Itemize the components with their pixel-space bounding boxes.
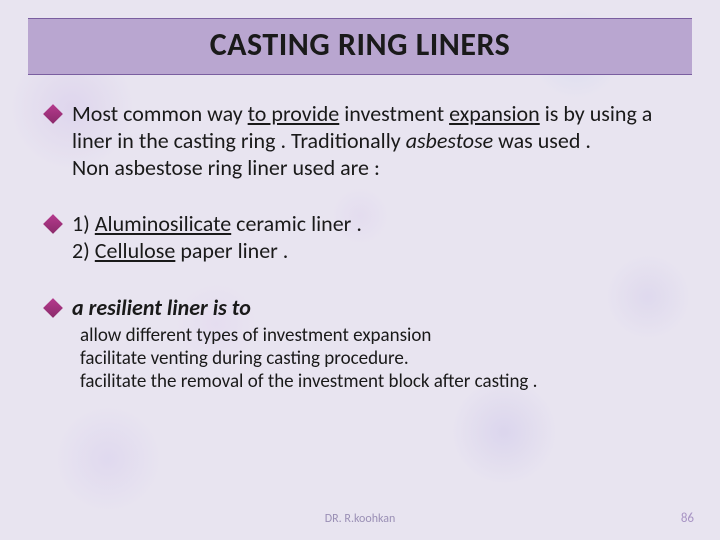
text-italic: facilitate [80,347,151,370]
slide-title: CASTING RING LINERS [28,25,692,64]
page-number: 86 [681,511,694,526]
resilient-item-3: facilitate the removal of the investment… [80,370,658,393]
bullet-block-3: a resilient liner is to allow different … [72,295,658,393]
slide-content: Most common way to provide investment ex… [28,101,692,393]
title-band: CASTING RING LINERS [28,18,692,75]
text: during casting procedure. [208,347,409,370]
bullet-block-2: 1) Aluminosilicate ceramic liner . 2) Ce… [72,211,658,265]
text: 2) [72,237,95,264]
diamond-icon [43,298,63,318]
resilient-list: allow different types of investment expa… [72,324,658,394]
diamond-icon [43,215,63,235]
text: 1) [72,210,95,237]
text: was used . [493,127,591,154]
text: investment [339,100,449,127]
list-item-2: 2) Cellulose paper liner . [72,238,658,265]
text: ceramic liner . [231,210,362,237]
text: paper liner . [175,237,288,264]
text: Most common way [72,100,248,127]
bullet-block-1: Most common way to provide investment ex… [72,101,658,181]
text: allow different types of investment [80,324,353,347]
paragraph-1-line2: Non asbestose ring liner used are : [72,155,658,182]
text-underline: Cellulose [95,237,176,264]
text: of the investment block after casting . [243,370,537,393]
text-italic-underline: venting [151,347,208,370]
text-underline: expansion [449,100,540,127]
diamond-icon [43,104,63,124]
text-bold-italic: a resilient liner is to [72,294,251,321]
text-underline: to provide [248,100,340,127]
resilient-item-1: allow different types of investment expa… [80,324,658,347]
paragraph-1: Most common way to provide investment ex… [72,101,658,155]
text-italic-underline: facilitate the removal [80,370,243,393]
list-item-1: 1) Aluminosilicate ceramic liner . [72,211,658,238]
resilient-item-2: facilitate venting during casting proced… [80,347,658,370]
resilient-heading: a resilient liner is to [72,295,658,322]
text-underline: Aluminosilicate [95,210,231,237]
footer-author: DR. R.koohkan [0,512,720,526]
text-italic: asbestose [406,127,493,154]
text-italic-underline: expansion [353,324,431,347]
